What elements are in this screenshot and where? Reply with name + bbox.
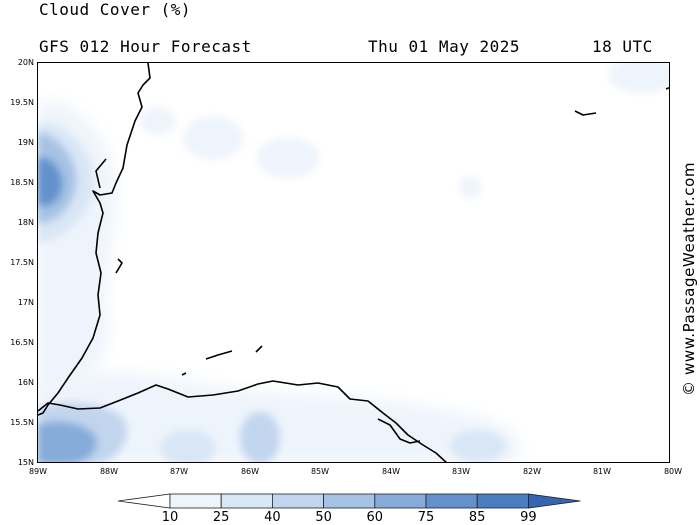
legend-label: 75	[417, 510, 435, 525]
lat-label-17n: 17N	[17, 298, 34, 307]
legend-label: 60	[366, 510, 384, 525]
lat-label-19-5n: 19.5N	[10, 98, 34, 107]
forecast-subtitle: GFS 012 Hour Forecast	[39, 37, 252, 56]
legend-label: 99	[520, 510, 537, 525]
cloud-north-blob-3	[140, 107, 176, 135]
legend-swatch	[476, 493, 529, 509]
legend-label: 25	[212, 510, 230, 525]
legend-label: 50	[315, 510, 332, 525]
island-roatan	[205, 350, 233, 360]
legend-swatch	[271, 493, 324, 509]
lon-label-82w: 82W	[522, 467, 542, 476]
forecast-time: 18 UTC	[592, 37, 653, 56]
legend-swatch	[169, 493, 222, 509]
lon-label-80w: 80W	[663, 467, 683, 476]
lon-label-88w: 88W	[99, 467, 119, 476]
legend-swatch	[425, 493, 478, 509]
lat-label-20n: 20N	[17, 58, 34, 67]
lon-label-89w: 89W	[28, 467, 48, 476]
cloud-south-blob-3	[450, 430, 506, 462]
legend-swatch	[374, 493, 427, 509]
coastline	[38, 63, 669, 462]
lon-label-87w: 87W	[169, 467, 189, 476]
lon-label-83w: 83W	[451, 467, 471, 476]
watermark-svg: © www.PassageWeather.com	[680, 162, 698, 396]
cloud-west-core	[38, 157, 63, 206]
cloud-north-blob-2	[256, 138, 320, 178]
forecast-date: Thu 01 May 2025	[368, 37, 520, 56]
ambergris-caye	[95, 158, 107, 189]
lat-label-18n: 18N	[17, 218, 34, 227]
lat-label-15n: 15N	[17, 458, 34, 467]
cloud-cover-map	[38, 63, 669, 462]
legend-label: 10	[161, 510, 179, 525]
cloud-northeast-blob	[608, 63, 669, 93]
cloud-south-band	[38, 373, 518, 462]
cloud-field	[38, 63, 669, 462]
lon-label-81w: 81W	[592, 467, 612, 476]
island-guanaja	[255, 345, 263, 353]
lat-label-17-5n: 17.5N	[10, 258, 34, 267]
legend-label: 40	[264, 510, 281, 525]
chart-title: Cloud Cover (%)	[39, 0, 191, 19]
legend-arrow-low	[118, 493, 171, 509]
lon-label-86w: 86W	[240, 467, 260, 476]
lighthouse-reef	[115, 258, 123, 274]
mosquito-cays	[377, 418, 421, 444]
lon-label-85w: 85W	[310, 467, 330, 476]
cayman-island	[574, 110, 597, 116]
cloud-south-west-core	[38, 421, 97, 462]
lon-label-84w: 84W	[381, 467, 401, 476]
lat-label-18-5n: 18.5N	[10, 178, 34, 187]
legend-swatch	[220, 493, 273, 509]
watermark-label: © www.PassageWeather.com	[680, 162, 698, 396]
cloud-south-blob-1	[160, 430, 216, 462]
honduras-coast	[38, 380, 448, 462]
cloud-small-blob	[459, 176, 481, 198]
cloud-north-blob-1	[183, 116, 243, 160]
watermark-text: © www.PassageWeather.com	[676, 150, 700, 400]
color-legend-bar	[118, 493, 581, 509]
lat-label-19n: 19N	[17, 138, 34, 147]
cloud-south-blob-2	[240, 412, 280, 462]
lat-label-16n: 16N	[17, 378, 34, 387]
jamaica-tip	[665, 86, 669, 90]
lat-label-16-5n: 16.5N	[10, 338, 34, 347]
legend-swatch	[323, 493, 376, 509]
legend-label: 85	[468, 510, 486, 525]
legend-arrow-high	[527, 493, 581, 509]
island-utila	[181, 372, 187, 376]
map-panel	[37, 62, 670, 463]
lat-label-15-5n: 15.5N	[10, 418, 34, 427]
yucatan-coast	[38, 63, 151, 416]
